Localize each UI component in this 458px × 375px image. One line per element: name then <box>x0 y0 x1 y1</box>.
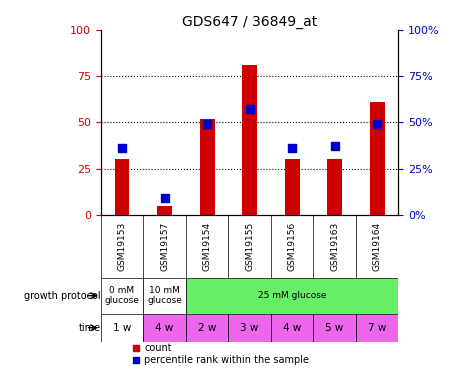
Bar <box>101 278 143 314</box>
Bar <box>101 314 143 342</box>
Text: 1 w: 1 w <box>113 322 131 333</box>
Text: GSM19163: GSM19163 <box>330 222 339 271</box>
Bar <box>370 102 385 215</box>
Text: 2 w: 2 w <box>198 322 216 333</box>
Text: 5 w: 5 w <box>326 322 344 333</box>
Bar <box>327 159 342 215</box>
Point <box>161 195 168 201</box>
Text: 4 w: 4 w <box>283 322 301 333</box>
Bar <box>229 314 271 342</box>
Text: 0 mM
glucose: 0 mM glucose <box>104 286 140 305</box>
Bar <box>285 159 300 215</box>
Title: GDS647 / 36849_at: GDS647 / 36849_at <box>182 15 317 29</box>
Point <box>374 121 381 127</box>
Bar <box>143 278 186 314</box>
Point <box>118 145 125 151</box>
Text: 25 mM glucose: 25 mM glucose <box>258 291 327 300</box>
Text: GSM19157: GSM19157 <box>160 222 169 271</box>
Point <box>246 106 253 112</box>
Text: 7 w: 7 w <box>368 322 387 333</box>
Bar <box>143 314 186 342</box>
Bar <box>271 314 313 342</box>
Text: GSM19164: GSM19164 <box>373 222 382 271</box>
Text: GSM19154: GSM19154 <box>202 222 212 271</box>
Point <box>203 121 211 127</box>
Text: 4 w: 4 w <box>155 322 174 333</box>
Bar <box>157 206 172 215</box>
Text: time: time <box>79 322 101 333</box>
Bar <box>114 159 130 215</box>
Point <box>289 145 296 151</box>
Text: GSM19155: GSM19155 <box>245 222 254 271</box>
Text: 10 mM
glucose: 10 mM glucose <box>147 286 182 305</box>
Point <box>331 143 338 149</box>
Bar <box>200 119 214 215</box>
Text: GSM19153: GSM19153 <box>118 222 126 271</box>
Bar <box>186 314 229 342</box>
Text: GSM19156: GSM19156 <box>288 222 297 271</box>
Bar <box>242 65 257 215</box>
Text: 3 w: 3 w <box>240 322 259 333</box>
Bar <box>356 314 398 342</box>
Bar <box>186 278 398 314</box>
Bar <box>313 314 356 342</box>
Legend: count, percentile rank within the sample: count, percentile rank within the sample <box>132 344 309 365</box>
Text: growth protocol: growth protocol <box>24 291 101 301</box>
